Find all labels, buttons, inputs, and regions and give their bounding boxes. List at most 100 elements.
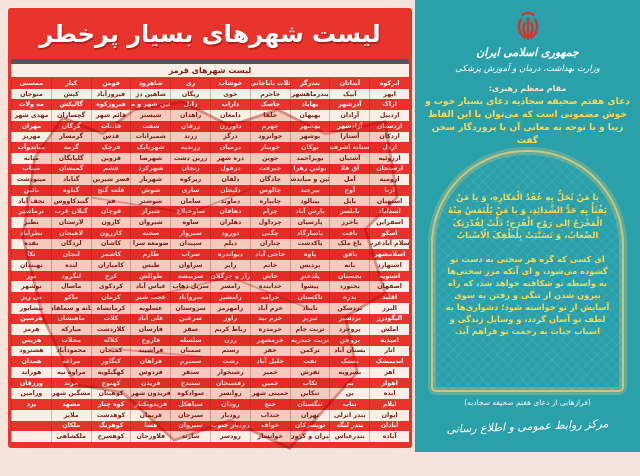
city-cell: شاهین شهر و میمه — [130, 99, 170, 111]
city-cell: فراشبند — [130, 345, 171, 357]
city-cell: رودبار جنوب — [210, 420, 250, 432]
city-cell: ممسنی — [11, 78, 51, 89]
city-cell: خوشاب — [210, 78, 250, 89]
city-cell: بویراحمد — [289, 152, 330, 164]
city-cell: سمنان — [170, 345, 211, 357]
city-cell: شازند — [170, 431, 211, 442]
city-cell: زاهدان — [170, 110, 211, 121]
city-cell: قائم شهر — [90, 110, 131, 121]
city-cell: تهران — [289, 409, 330, 421]
city-cell: چالوس — [249, 185, 290, 196]
city-cell: ریگان — [170, 88, 211, 100]
city-cell: مشگین شهر — [50, 388, 91, 400]
quote-intro: دعای هفتم صحیفه سجادیه دعای بسیار خوب و … — [425, 97, 630, 147]
city-cell: علی آباد — [130, 313, 170, 325]
city-cell: خدابنده — [249, 281, 290, 293]
city-cell: ابرکوه — [369, 78, 409, 89]
city-cell: استهبان — [369, 195, 409, 207]
city-cell: فسا — [130, 420, 170, 432]
city-cell: ساری — [170, 185, 210, 196]
city-cell: بردسکن — [329, 302, 370, 314]
city-cell: چرام — [249, 206, 290, 218]
city-cell: قم — [90, 195, 131, 207]
city-cell: طوالش — [130, 270, 170, 282]
city-cell: رشت — [210, 356, 250, 368]
city-cell: شهریار — [130, 174, 171, 186]
city-cell: فریمان — [130, 409, 171, 421]
city-cell: اردبیل — [369, 110, 409, 121]
city-cell: بندر انزلی — [329, 409, 370, 421]
city-cell: کنگاور — [90, 356, 131, 368]
city-cell: چناران — [249, 238, 290, 250]
city-cell: سمیرم — [170, 356, 210, 368]
city-cell: بناب — [329, 399, 369, 410]
city-cell: شهرکرد — [130, 163, 170, 175]
city-cell: فومن — [90, 78, 131, 89]
city-cell: پاوه — [289, 249, 330, 260]
page-title: لیست شهرهای بسیار پرخطر — [39, 20, 381, 48]
city-cell: کلاله — [90, 334, 131, 346]
city-cell: شیراز — [130, 206, 170, 218]
city-cell: پارسیان — [289, 217, 330, 228]
city-cell: ثلاث باباجانی — [249, 78, 290, 89]
city-cell: فردوس — [130, 367, 171, 378]
city-cell: دهلران — [210, 217, 250, 228]
city-cell: سیروان — [170, 420, 210, 432]
city-cell: قدس — [90, 131, 131, 143]
city-cell: طبس — [130, 259, 171, 271]
city-cell: بوئین و میاندشت — [289, 174, 330, 186]
city-cell: زرین دشت — [170, 152, 211, 164]
city-cell: پردیس — [289, 259, 330, 271]
city-cell: آوج — [329, 185, 369, 196]
city-cell: سپیدان — [170, 238, 211, 250]
city-cell: نور — [11, 270, 51, 282]
city-cell: گنبدکاووس — [50, 195, 91, 207]
quote-attribution: مقام معظم رهبری: — [488, 84, 567, 93]
city-cell: بوشهر — [289, 131, 330, 143]
city-cell: کلاردشت — [90, 324, 131, 335]
city-cell: کوهرنگ — [90, 420, 131, 432]
city-cell: کوه چنار — [90, 399, 131, 410]
city-cell: کاشان — [90, 238, 131, 250]
city-cell: تفت — [289, 356, 330, 368]
city-cell: دیواندره — [210, 249, 250, 260]
city-cell: دیلم — [210, 238, 250, 250]
city-cell: جویبار — [249, 142, 290, 153]
city-cell: نرماشیر — [11, 206, 51, 218]
city-cell: هشترود — [11, 345, 51, 357]
city-cell: تیران و کرون — [289, 431, 330, 442]
city-cell: اهر — [369, 367, 409, 378]
city-cell: اردل — [369, 142, 409, 153]
city-cell: اسدآباد — [369, 206, 409, 218]
city-cell: اصفهان — [369, 281, 409, 293]
city-cell: آباده — [369, 431, 409, 442]
city-cell: هریس — [11, 334, 51, 346]
city-cell: مهران — [11, 120, 51, 132]
city-cell: تربت جام — [289, 324, 330, 335]
city-cell: سراوان — [170, 259, 211, 271]
red-cities-panel: لیست شهرهای بسیار پرخطر لیست شهرهای قرمز… — [8, 8, 412, 450]
prayer-translation-text: ای کسی که گره هر سختی به دست تو گشوده می… — [445, 254, 610, 337]
city-cell: رودبار — [210, 409, 250, 421]
city-cell: بستان آباد — [329, 345, 370, 357]
arabic-prayer-text: یا مَنْ تُحَلُّ بِهِ عُقَدُ الْمَکارِهِ،… — [447, 193, 608, 242]
city-cell: خمیر — [249, 367, 290, 378]
city-cell: بشرویه — [329, 367, 370, 378]
city-cell: عجب شیر — [130, 292, 170, 303]
city-cell: اسلام آبادغرب — [369, 238, 409, 250]
city-cell: روانسر — [210, 388, 250, 400]
city-cell: مشهد — [50, 399, 91, 410]
city-cell: ابهر — [369, 88, 409, 100]
city-cell: بدره — [329, 292, 369, 303]
city-cell — [11, 409, 51, 421]
city-cell: خفر — [249, 345, 290, 357]
city-cell: کازرون — [90, 227, 131, 239]
city-cell: سروآباد — [170, 292, 210, 303]
city-cell: تایباد — [289, 302, 330, 314]
city-cell: ملایر — [50, 409, 91, 421]
city-cell: نائین — [11, 185, 51, 196]
city-cell: گناباد — [50, 174, 91, 186]
city-cell: تبریز — [289, 313, 330, 325]
city-cell: راز و جرگلان — [210, 270, 250, 282]
city-cell: قشم — [90, 163, 131, 175]
